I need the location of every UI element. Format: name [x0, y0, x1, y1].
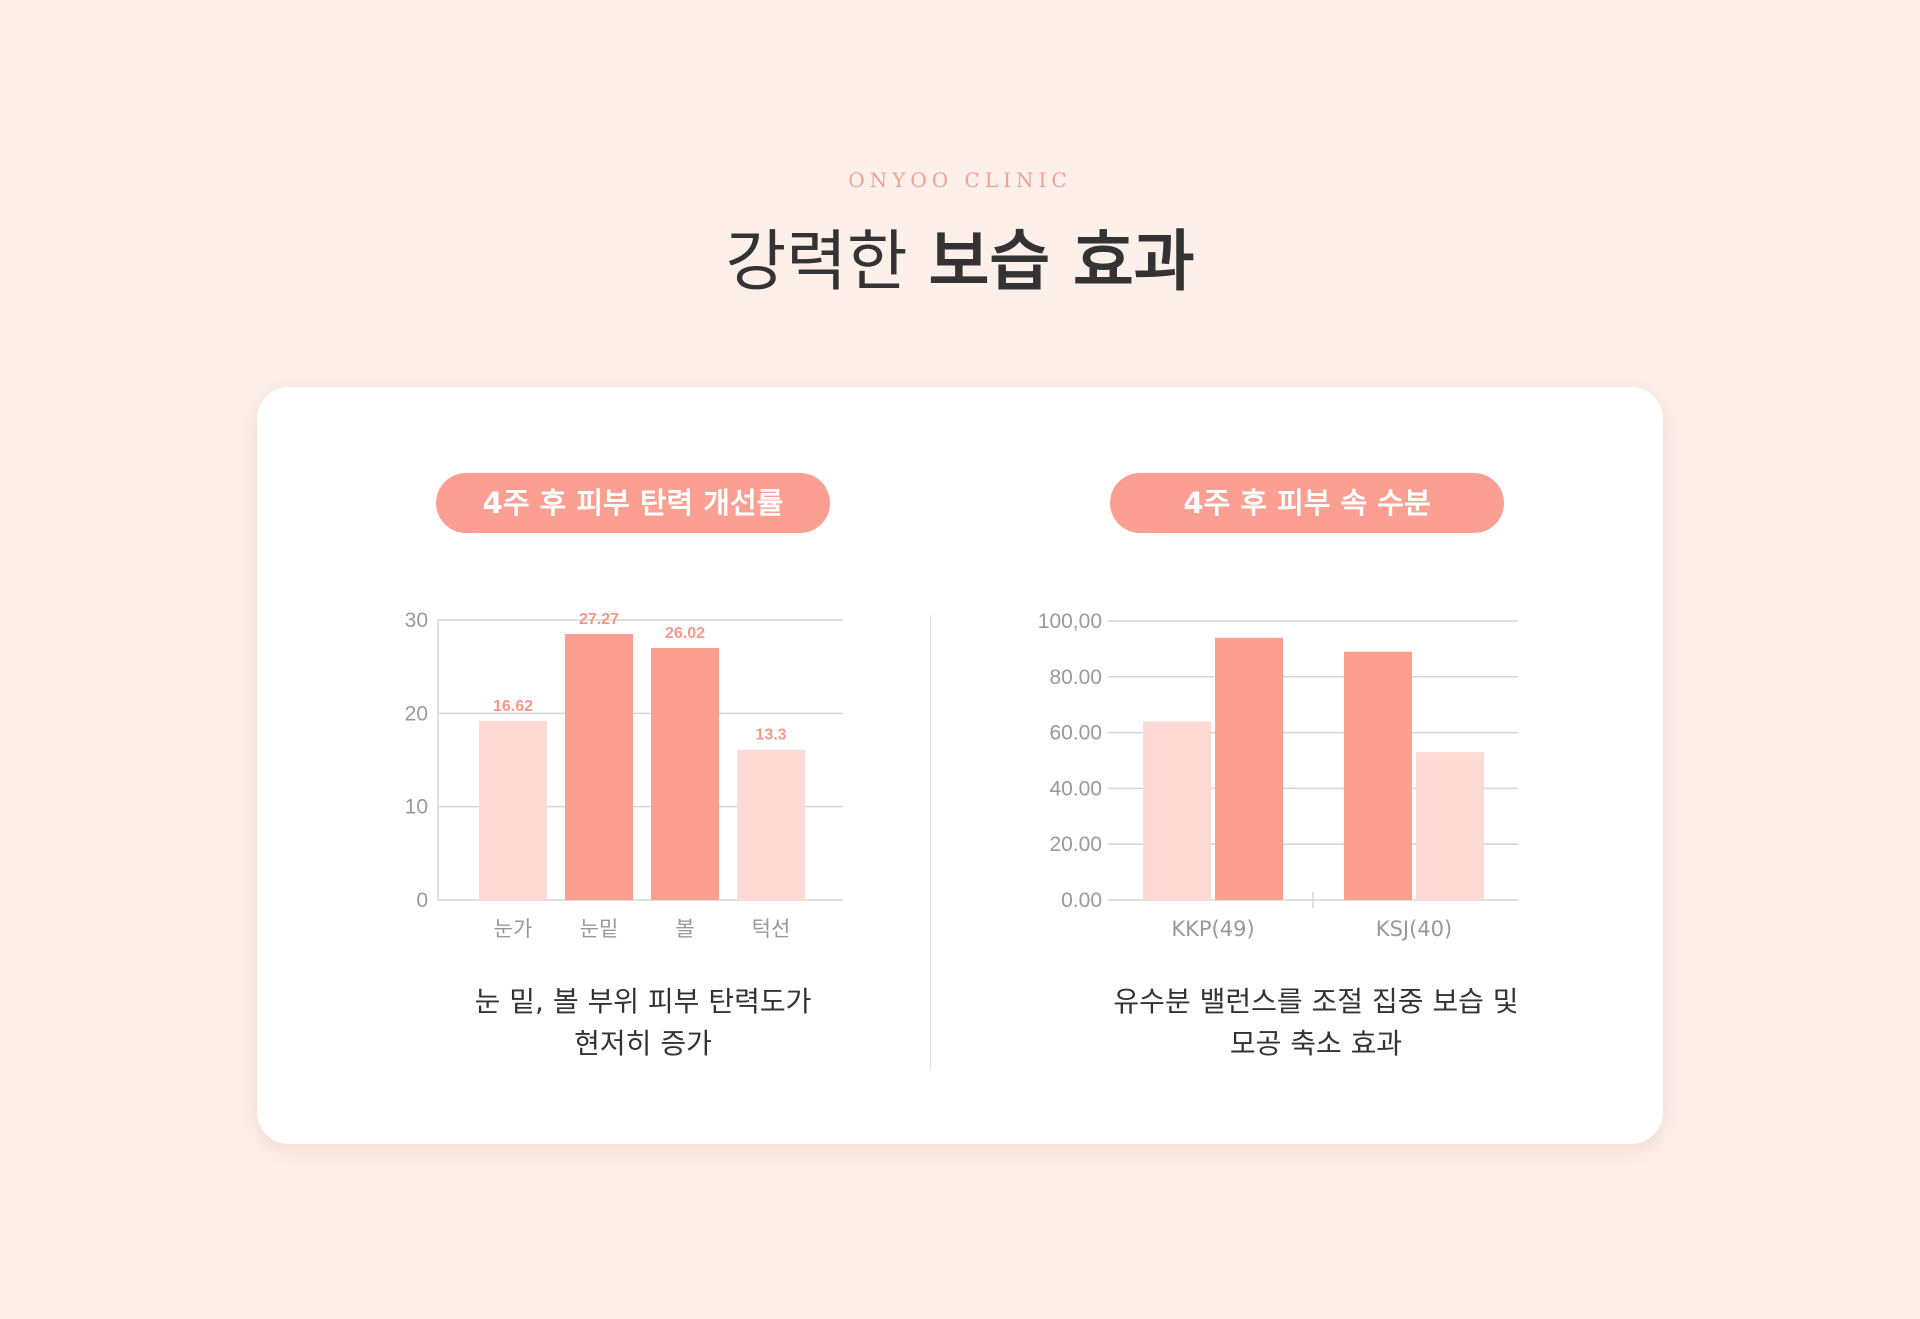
elasticity-y-tick-label: 10 [405, 796, 428, 819]
elasticity-bar [651, 648, 719, 900]
brand-eyebrow: ONYOO CLINIC [848, 168, 1072, 192]
elasticity-bar-value-label: 26.02 [665, 625, 705, 642]
panel-divider [930, 615, 931, 1070]
moisture-chart-title-pill: 4주 후 피부 속 수분 [1110, 473, 1504, 533]
moisture-caption: 유수분 밸런스를 조절 집중 보습 및 모공 축소 효과 [1066, 981, 1566, 1065]
elasticity-bar-value-label: 13.3 [755, 727, 786, 744]
elasticity-caption-line2: 현저히 증가 [574, 1027, 712, 1060]
elasticity-category-label: 볼 [675, 917, 694, 941]
moisture-y-tick-label: 100,00 [1038, 610, 1102, 633]
moisture-y-tick-label: 80.00 [1049, 666, 1102, 689]
elasticity-y-tick-label: 0 [416, 889, 428, 912]
moisture-caption-line1: 유수분 밸런스를 조절 집중 보습 및 [1113, 985, 1519, 1018]
moisture-caption-line2: 모공 축소 효과 [1229, 1027, 1403, 1060]
title-light: 강력한 [725, 223, 908, 300]
moisture-category-label: KSJ(40) [1376, 917, 1452, 941]
page-title: 강력한 보습 효과 [0, 222, 1920, 302]
moisture-y-tick-label: 20.00 [1049, 833, 1102, 856]
elasticity-category-label: 턱선 [752, 917, 791, 941]
elasticity-category-label: 눈밑 [580, 917, 619, 941]
elasticity-bar [479, 720, 547, 900]
moisture-bar [1215, 637, 1283, 900]
title-bold: 보습 효과 [928, 223, 1195, 300]
moisture-bar [1344, 651, 1412, 900]
elasticity-y-tick-label: 30 [405, 609, 428, 632]
elasticity-bar [565, 634, 633, 900]
elasticity-y-tick-label: 20 [405, 702, 428, 725]
elasticity-caption-line1: 눈 밑, 볼 부위 피부 탄력도가 [474, 985, 812, 1018]
moisture-y-tick-label: 40.00 [1049, 777, 1102, 800]
elasticity-category-label: 눈가 [494, 917, 533, 941]
moisture-y-tick-label: 60.00 [1049, 722, 1102, 745]
elasticity-bar [737, 749, 805, 900]
elasticity-caption: 눈 밑, 볼 부위 피부 탄력도가 현저히 증가 [393, 981, 893, 1065]
moisture-bar [1143, 721, 1211, 900]
moisture-y-tick-label: 0.00 [1061, 889, 1102, 912]
elasticity-bar-value-label: 16.62 [493, 698, 533, 715]
moisture-category-label: KKP(49) [1171, 917, 1254, 941]
moisture-bar [1416, 752, 1484, 900]
elasticity-bar-value-label: 27.27 [579, 611, 619, 628]
elasticity-chart-title-pill: 4주 후 피부 탄력 개선률 [436, 473, 830, 533]
